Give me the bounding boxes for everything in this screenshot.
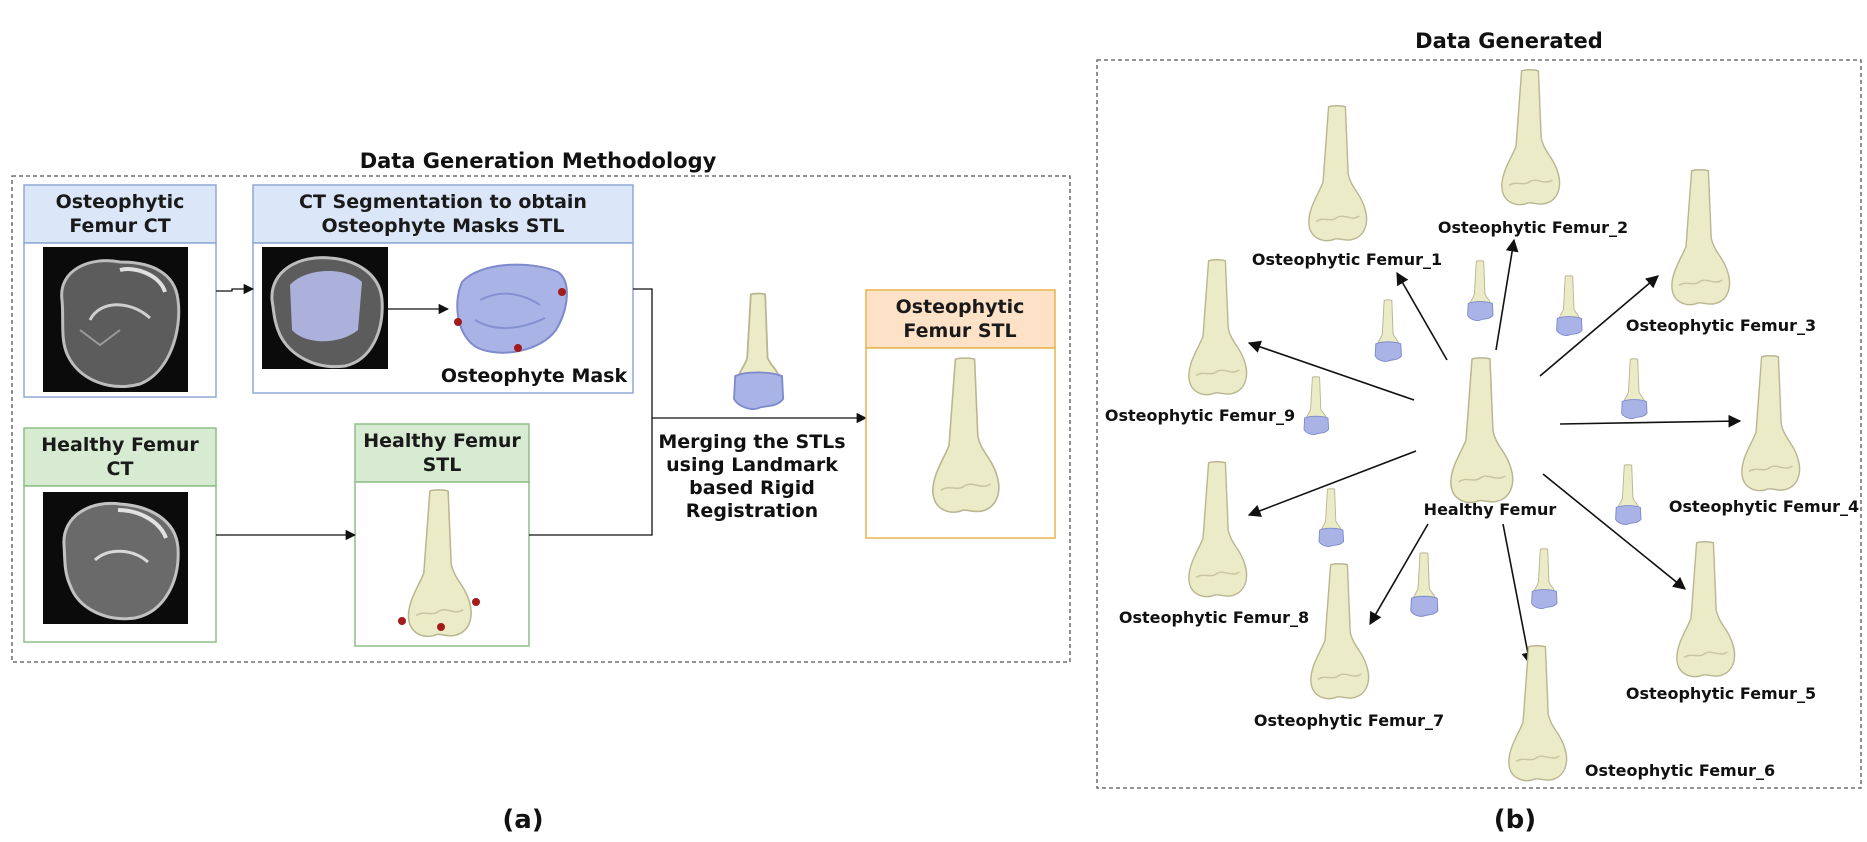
panel-b: Data Generated Healthy Femur — [1096, 29, 1862, 835]
healthy-stl-title-2: STL — [423, 454, 462, 476]
osteophytic-femur-4-model — [1740, 354, 1801, 492]
merged-femur-preview — [732, 292, 785, 411]
panel-b-frame — [1096, 59, 1862, 789]
osteophytic-femur-2-label: Osteophytic Femur_2 — [1438, 218, 1628, 237]
mask-preview — [1615, 464, 1642, 525]
osteophytic-femur-9-label: Osteophytic Femur_9 — [1105, 406, 1295, 425]
osteophytic-femur-6-model — [1507, 644, 1568, 782]
osteophytic-femur-6-label: Osteophytic Femur_6 — [1585, 761, 1775, 780]
osteophytic-femur-8-model — [1187, 460, 1248, 598]
arrow-ct-to-segmentation — [216, 283, 255, 295]
merge-text-4: Registration — [686, 500, 818, 522]
output-labels: Osteophytic Femur_1 Osteophytic Femur_2 … — [1105, 218, 1859, 780]
mask-preview — [1374, 299, 1402, 362]
mask-preview — [1303, 376, 1330, 436]
osteophyte-mask-label: Osteophyte Mask — [441, 365, 628, 387]
landmark-dot — [454, 318, 462, 326]
osteophytic-femur-9-model — [1187, 258, 1248, 396]
mask-preview — [1621, 358, 1648, 419]
mask-preview — [1556, 275, 1583, 336]
merge-text-1: Merging the STLs — [658, 431, 845, 453]
mask-preview — [1531, 548, 1558, 609]
osteophytic-femur-1-model — [1307, 104, 1368, 242]
healthy-ct-title-1: Healthy Femur — [41, 434, 199, 456]
healthy-stl-box: Healthy Femur STL — [354, 423, 530, 647]
caption-a: (a) — [502, 805, 543, 835]
osteophytic-femur-1-label: Osteophytic Femur_1 — [1252, 250, 1442, 269]
ct-segmentation-box: CT Segmentation to obtain Osteophyte Mas… — [252, 184, 634, 394]
landmark-dot — [558, 288, 566, 296]
osteophytic-femur-3-model — [1670, 168, 1731, 306]
mask-preview — [1318, 488, 1345, 547]
osteophytic-femur-8-label: Osteophytic Femur_8 — [1119, 608, 1309, 627]
ct-segmentation-title-1: CT Segmentation to obtain — [299, 191, 587, 213]
osteophytic-femur-2-model — [1500, 68, 1561, 206]
osteophytic-femur-5-label: Osteophytic Femur_5 — [1626, 684, 1816, 703]
healthy-femur-center — [1450, 357, 1514, 504]
osteophyte-mask-shape — [454, 263, 568, 354]
panel-a: Data Generation Methodology Osteophytic … — [11, 149, 1071, 835]
landmark-dot — [514, 344, 522, 352]
merge-text-2: using Landmark — [666, 454, 838, 476]
ct-segmentation-title-2: Osteophyte Masks STL — [322, 215, 565, 237]
merge-bracket — [529, 288, 653, 536]
healthy-femur-label: Healthy Femur — [1424, 500, 1557, 519]
ct-scan-image-healthy — [43, 492, 188, 624]
osteophytic-femur-3-label: Osteophytic Femur_3 — [1626, 316, 1816, 335]
healthy-ct-box: Healthy Femur CT — [23, 427, 217, 643]
osteophytic-ct-title-2: Femur CT — [69, 215, 170, 237]
panel-b-title: Data Generated — [1415, 29, 1603, 53]
ct-scan-image-osteophytic — [43, 247, 188, 392]
landmark-dot — [398, 617, 406, 625]
mask-preview — [1410, 552, 1439, 617]
output-femurs — [1187, 68, 1801, 782]
merge-text-3: based Rigid — [689, 477, 815, 499]
osteophytic-femur-5-model — [1675, 540, 1736, 678]
panel-a-frame — [11, 175, 1071, 663]
caption-b: (b) — [1494, 805, 1536, 835]
panel-a-title: Data Generation Methodology — [360, 149, 717, 173]
osteophytic-femur-4-label: Osteophytic Femur_4 — [1669, 497, 1859, 516]
osteophytic-ct-title-1: Osteophytic — [56, 191, 185, 213]
osteophytic-ct-box: Osteophytic Femur CT — [23, 184, 217, 398]
output-stl-title-1: Osteophytic — [896, 296, 1025, 318]
landmark-dot — [437, 623, 445, 631]
osteophytic-femur-7-label: Osteophytic Femur_7 — [1254, 711, 1444, 730]
mask-preview — [1467, 260, 1494, 321]
output-stl-box: Osteophytic Femur STL — [865, 289, 1056, 539]
healthy-ct-title-2: CT — [107, 458, 134, 480]
generation-arrows — [1247, 238, 1742, 666]
output-stl-title-2: Femur STL — [903, 320, 1016, 342]
healthy-stl-title-1: Healthy Femur — [363, 430, 521, 452]
ct-scan-image-segmented — [262, 247, 388, 369]
osteophytic-femur-7-model — [1309, 562, 1370, 700]
landmark-dot — [472, 598, 480, 606]
